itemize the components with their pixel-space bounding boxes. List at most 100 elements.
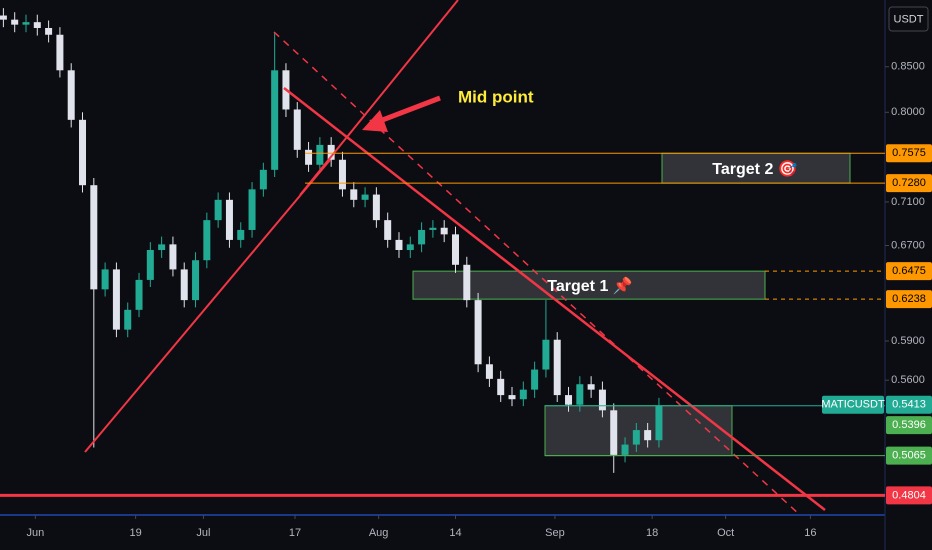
price-label-box	[886, 416, 932, 435]
y-tick-label: 0.8000	[891, 106, 925, 118]
symbol-label: MATICUSDT	[821, 399, 885, 411]
annotation: Target 1 📌	[547, 276, 633, 295]
price-label-box	[886, 262, 932, 281]
candle-body	[531, 369, 539, 390]
price-label-box	[886, 446, 932, 465]
candle-body	[598, 389, 606, 411]
x-tick-label: 14	[449, 527, 461, 539]
candle-body	[135, 279, 143, 310]
price-label: 0.4804	[892, 489, 926, 501]
candle-body	[79, 119, 87, 186]
trendline	[283, 87, 826, 511]
candle-body	[203, 220, 211, 261]
candle-body	[519, 389, 527, 400]
trendline-dashed	[273, 31, 801, 516]
candle-body	[316, 144, 324, 165]
candle-body	[237, 229, 245, 240]
price-label: 0.7280	[892, 177, 926, 189]
price-label-box	[886, 395, 932, 414]
symbol-label-box	[822, 395, 884, 414]
candle-body	[610, 410, 618, 455]
candle-body	[101, 269, 109, 290]
annotation: Mid point	[458, 87, 534, 106]
drawings	[84, 0, 826, 516]
price-label: 0.5065	[892, 450, 926, 462]
candle-body	[45, 28, 53, 35]
x-tick-label: 18	[646, 527, 658, 539]
x-tick-label: Jul	[196, 527, 210, 539]
candle-body	[565, 395, 573, 405]
candle-body	[112, 269, 120, 330]
candle-body	[169, 244, 177, 270]
candle-body	[56, 34, 64, 71]
x-tick-label: Jun	[27, 527, 45, 539]
candle-body	[485, 364, 493, 379]
candle-body	[440, 227, 448, 235]
x-tick-label: Sep	[545, 527, 565, 539]
candle-body	[271, 70, 279, 170]
candle-body	[429, 227, 437, 230]
y-tick-label: 0.6700	[891, 239, 925, 251]
price-label-box	[886, 174, 932, 193]
trendline	[299, 0, 459, 196]
candle-body	[632, 430, 640, 445]
candle-body	[587, 384, 595, 390]
candle-body	[350, 189, 358, 200]
candle-body	[463, 264, 471, 301]
candle-body	[497, 378, 505, 396]
price-label: 0.7575	[892, 147, 926, 159]
candle-body	[259, 169, 267, 190]
candle-body	[542, 339, 550, 370]
candle-body	[225, 199, 233, 240]
currency[interactable]: USDT	[894, 13, 924, 25]
candle-body	[655, 405, 663, 441]
x-tick-label: 16	[804, 527, 816, 539]
price-label: 0.5396	[892, 419, 926, 431]
annotation: Target 2 🎯	[712, 160, 798, 178]
candle-body	[384, 220, 392, 240]
candle-body	[146, 249, 154, 280]
candle-body	[418, 229, 426, 245]
x-tick-label: Aug	[369, 527, 389, 539]
price-label: 0.5413	[892, 399, 926, 411]
candle-body	[644, 430, 652, 441]
y-tick-label: 0.5600	[891, 374, 925, 386]
candle-body	[508, 395, 516, 400]
candle-body	[180, 269, 188, 301]
y-tick-label: 0.5900	[891, 335, 925, 347]
y-tick-label: 0.7100	[891, 196, 925, 208]
price-label: 0.6475	[892, 265, 926, 277]
candle-body	[192, 260, 200, 301]
candle-body	[361, 194, 369, 200]
candle-body	[338, 159, 346, 190]
candle-body	[395, 239, 403, 250]
candle-body	[214, 199, 222, 221]
price-label-box	[886, 290, 932, 309]
price-label: 0.6238	[892, 293, 926, 305]
x-tick-label: Oct	[717, 527, 734, 539]
price-label-box	[886, 144, 932, 163]
candle-body	[22, 22, 30, 25]
candle-body	[293, 109, 301, 150]
candle-body	[474, 300, 482, 365]
arrow-head	[362, 110, 388, 132]
candle-body	[0, 15, 7, 20]
candle-body	[553, 339, 561, 396]
x-tick-label: 19	[130, 527, 142, 539]
candle-body	[33, 22, 41, 29]
candle-body	[124, 309, 132, 330]
zone	[661, 152, 851, 184]
candle-body	[406, 244, 414, 250]
price-label-box	[886, 486, 932, 505]
candle-body	[621, 444, 629, 455]
candle-body	[158, 244, 166, 250]
trendline	[84, 159, 331, 453]
currency-box[interactable]	[888, 6, 929, 32]
candle-body	[11, 19, 19, 25]
candle-body	[372, 194, 380, 221]
zone	[412, 270, 766, 300]
candle-body	[90, 185, 98, 290]
candle-body	[305, 149, 313, 165]
